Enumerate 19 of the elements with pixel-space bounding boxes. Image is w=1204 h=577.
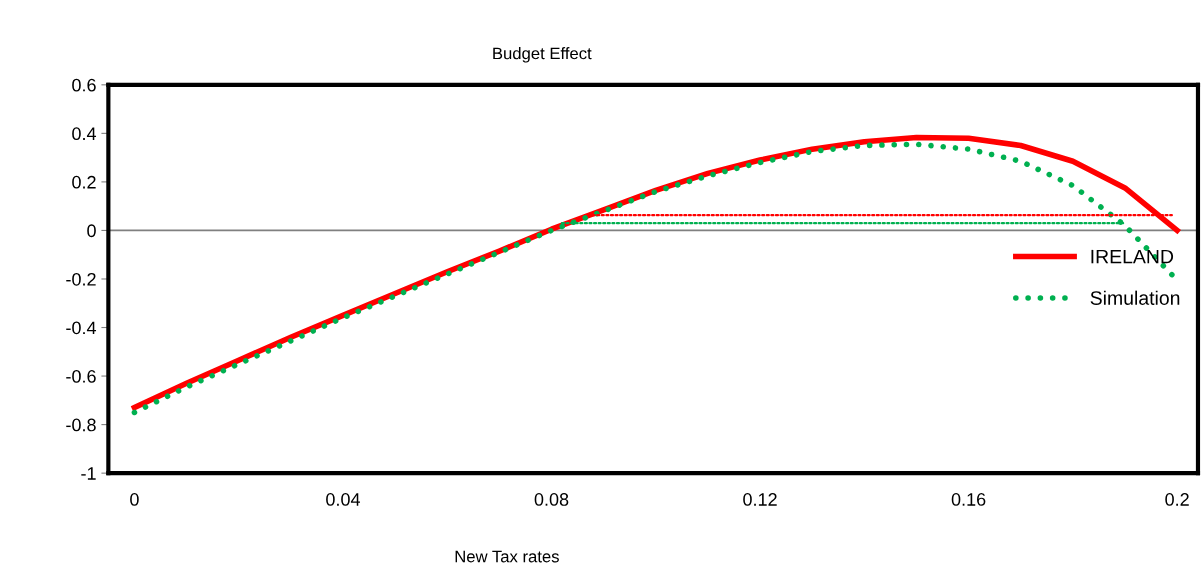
y-tick-label: 0.6 bbox=[72, 78, 96, 92]
x-tick-label: 0.12 bbox=[743, 493, 777, 506]
y-tick-label: 0 bbox=[87, 224, 96, 238]
y-tick-label: -0.8 bbox=[66, 418, 96, 432]
y-tick-label: -0.2 bbox=[66, 272, 96, 286]
x-tick-label: 0.2 bbox=[1165, 493, 1189, 506]
y-tick-label: -0.4 bbox=[66, 321, 97, 335]
x-tick-label: 0.04 bbox=[326, 493, 361, 506]
x-tick-label: 0 bbox=[130, 493, 139, 506]
legend-label: Simulation bbox=[1090, 290, 1180, 305]
x-tick-label: 0.16 bbox=[951, 493, 986, 506]
y-tick-label: -1 bbox=[81, 467, 96, 480]
chart-title: Budget Effect bbox=[493, 47, 592, 63]
legend-label: IRELAND bbox=[1091, 249, 1174, 264]
y-tick-label: -0.6 bbox=[66, 369, 96, 383]
x-tick-label: 0.08 bbox=[534, 493, 569, 506]
x-axis-title: New Tax rates bbox=[455, 550, 559, 563]
y-tick-label: 0.2 bbox=[72, 175, 96, 189]
y-tick-label: 0.4 bbox=[72, 127, 97, 141]
